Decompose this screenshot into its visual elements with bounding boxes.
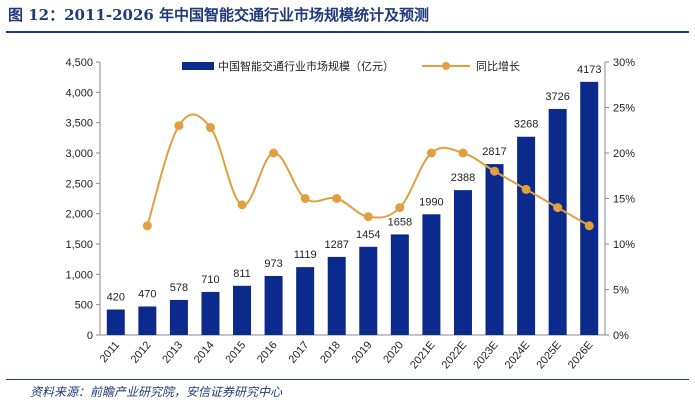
- bar-value-label: 578: [170, 282, 188, 294]
- data-labels: 420 470 578 710 811 973 1119 1287 1454 1658 1990 23…: [107, 64, 602, 304]
- bar: [485, 164, 504, 335]
- growth-point: [142, 221, 152, 231]
- x-tick-label: 2022E: [440, 339, 470, 371]
- bar: [453, 190, 472, 335]
- y-tick-label-left: 0: [87, 330, 93, 342]
- growth-point: [174, 121, 184, 131]
- bar-value-label: 1287: [324, 239, 348, 251]
- bar-value-label: 710: [201, 274, 219, 286]
- x-tick-label: 2015: [223, 339, 248, 365]
- bar: [580, 81, 599, 335]
- bar-value-label: 3726: [545, 91, 569, 103]
- x-tick-label: 2021E: [408, 339, 438, 371]
- bar: [359, 246, 378, 335]
- x-tick-label: 2016: [255, 339, 280, 365]
- bar-value-label: 811: [233, 268, 251, 280]
- bar: [296, 267, 315, 335]
- bar-series: [106, 81, 599, 336]
- y-tick-label-right: 25%: [613, 103, 635, 115]
- growth-point: [205, 123, 215, 133]
- bar-value-label: 4173: [577, 64, 601, 76]
- growth-point: [395, 203, 405, 213]
- bar: [233, 285, 252, 335]
- source-rule: [6, 379, 689, 380]
- bar: [548, 108, 567, 336]
- bar: [390, 234, 409, 335]
- bar: [201, 291, 220, 335]
- legend-bar-swatch: [182, 62, 214, 70]
- bar-value-label: 973: [264, 258, 282, 270]
- x-tick-label: 2011: [98, 339, 122, 365]
- x-tick-label: 2023E: [471, 339, 501, 371]
- growth-point: [426, 148, 436, 158]
- bar-value-label: 1658: [388, 216, 412, 228]
- growth-point: [363, 212, 373, 222]
- y-tick-label-left: 4,500: [65, 57, 93, 69]
- y-tick-label-left: 500: [75, 300, 93, 312]
- bar-value-label: 2388: [451, 172, 475, 184]
- bar-value-label: 2817: [482, 146, 506, 158]
- legend-line-marker: [442, 62, 450, 70]
- title-rule: [6, 31, 689, 33]
- bar: [422, 214, 441, 335]
- y-tick-label-left: 4,000: [65, 87, 93, 99]
- x-tick-label: 2017: [287, 339, 312, 365]
- bar-value-label: 1454: [356, 229, 380, 241]
- x-tick-label: 2024E: [503, 339, 533, 371]
- bar-value-label: 420: [107, 292, 125, 304]
- y-tick-label-right: 10%: [613, 239, 635, 251]
- bar: [517, 136, 536, 335]
- growth-point: [521, 184, 531, 194]
- legend-bar-label: 中国智能交通行业市场规模（亿元）: [218, 59, 394, 73]
- y-tick-label-right: 5%: [613, 285, 629, 297]
- y-tick-label-left: 3,000: [65, 148, 93, 160]
- bar-value-label: 470: [138, 288, 156, 300]
- x-tick-label: 2014: [192, 339, 217, 365]
- y-tick-label-left: 2,500: [65, 178, 93, 190]
- y-tick-label-right: 20%: [613, 148, 635, 160]
- x-tick-label: 2020: [381, 339, 406, 365]
- growth-point: [584, 221, 594, 231]
- legend: 中国智能交通行业市场规模（亿元） 同比增长: [182, 59, 520, 73]
- line-series: [142, 113, 594, 231]
- growth-point: [269, 148, 279, 158]
- bar-value-label: 1990: [419, 196, 443, 208]
- growth-point: [553, 203, 563, 213]
- x-tick-label: 2012: [129, 339, 154, 365]
- bar: [169, 299, 188, 335]
- legend-line-label: 同比增长: [476, 59, 520, 73]
- growth-point: [332, 194, 342, 203]
- y-tick-label-right: 0%: [613, 330, 629, 342]
- y-tick-label-right: 30%: [613, 57, 635, 69]
- bar: [327, 256, 346, 335]
- x-tick-label: 2018: [318, 339, 343, 365]
- y-tick-label-left: 2,000: [65, 209, 93, 221]
- y-tick-label-right: 15%: [613, 194, 635, 206]
- growth-point: [237, 200, 247, 210]
- growth-point: [458, 148, 468, 158]
- source-note: 资料来源：前瞻产业研究院，安信证券研究中心: [30, 385, 283, 399]
- bar-value-label: 3268: [514, 119, 538, 131]
- y-tick-label-left: 1,000: [65, 269, 93, 281]
- x-tick-label: 2025E: [534, 339, 564, 371]
- figure-title: 图 12：2011-2026 年中国智能交通行业市场规模统计及预测: [8, 6, 430, 24]
- bar: [264, 275, 283, 335]
- x-tick-label: 2026E: [566, 339, 596, 371]
- y-tick-label-left: 3,500: [65, 118, 93, 130]
- x-tick-label: 2013: [160, 339, 185, 365]
- growth-point: [490, 166, 500, 176]
- growth-point: [300, 194, 310, 203]
- bar: [138, 306, 157, 335]
- x-tick-label: 2019: [350, 339, 375, 365]
- bar-value-label: 1119: [294, 249, 317, 261]
- bar: [106, 309, 125, 335]
- y-tick-label-left: 1,500: [65, 239, 93, 251]
